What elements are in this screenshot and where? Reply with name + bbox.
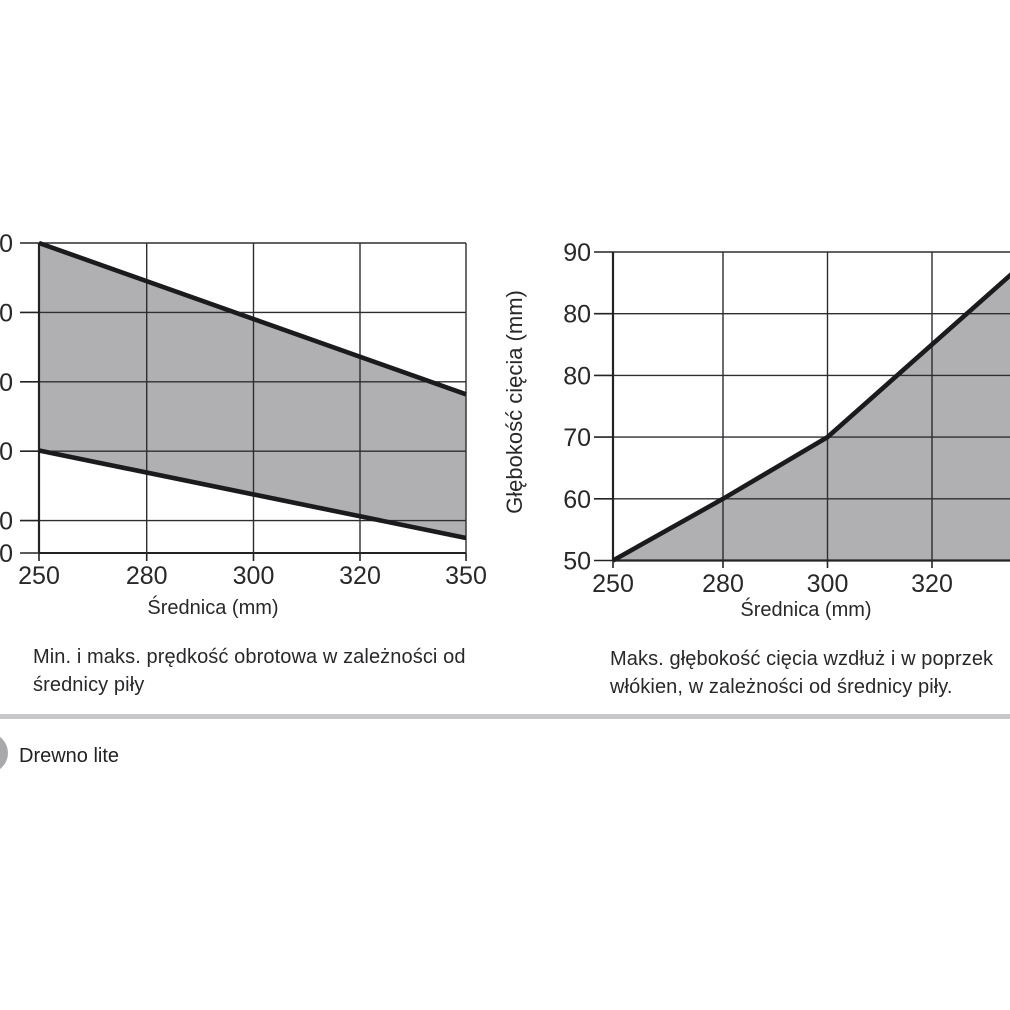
section-bullet-icon (0, 733, 8, 773)
depth-area-fill (613, 275, 1010, 561)
y-tick-label-clipped: 0 (0, 230, 13, 258)
depth-chart-caption: Maks. głębokość cięcia wzdłuż i w poprze… (610, 648, 994, 698)
y-tick-label: 60 (563, 486, 591, 514)
y-tick-label: 90 (563, 239, 591, 267)
y-axis-title: Głębokość cięcia (mm) (502, 290, 527, 514)
x-tick-label: 300 (233, 562, 275, 590)
x-tick-label: 250 (592, 570, 634, 598)
y-tick-label: 50 (563, 548, 591, 576)
x-axis-title: Średnica (mm) (740, 597, 871, 621)
y-tick-label: 80 (563, 362, 591, 390)
min-speed-line (38, 448, 467, 541)
x-tick-label: 320 (911, 570, 953, 598)
y-tick-label: 80 (563, 301, 591, 329)
x-tick-label: 320 (339, 562, 381, 590)
speed-chart-caption: Min. i maks. prędkość obrotowa w zależno… (33, 646, 466, 696)
y-tick-label-clipped: 0 (0, 369, 13, 397)
speed-chart: 250 280 300 320 350 0 0 0 0 0 0 Średnica (mm) (0, 230, 487, 619)
section-label: Drewno lite (19, 745, 120, 767)
x-tick-label: 280 (126, 562, 168, 590)
x-tick-label: 300 (807, 570, 849, 598)
max-speed-line (38, 240, 467, 397)
x-axis-title: Średnica (mm) (147, 595, 278, 619)
x-tick-label: 250 (18, 562, 60, 590)
y-tick-label-clipped: 0 (0, 438, 13, 466)
depth-chart: 250 280 300 320 90 80 80 70 60 50 Średnica (mm) Głę… (502, 239, 1010, 621)
depth-line (611, 272, 1010, 563)
y-tick-label-clipped: 0 (0, 508, 13, 536)
y-tick-label: 70 (563, 424, 591, 452)
y-tick-label-clipped: 0 (0, 299, 13, 327)
section-divider (0, 714, 1010, 719)
x-tick-label: 280 (702, 570, 744, 598)
speed-band-fill (39, 243, 466, 538)
y-tick-label-clipped: 0 (0, 540, 13, 568)
x-tick-label: 350 (445, 562, 487, 590)
